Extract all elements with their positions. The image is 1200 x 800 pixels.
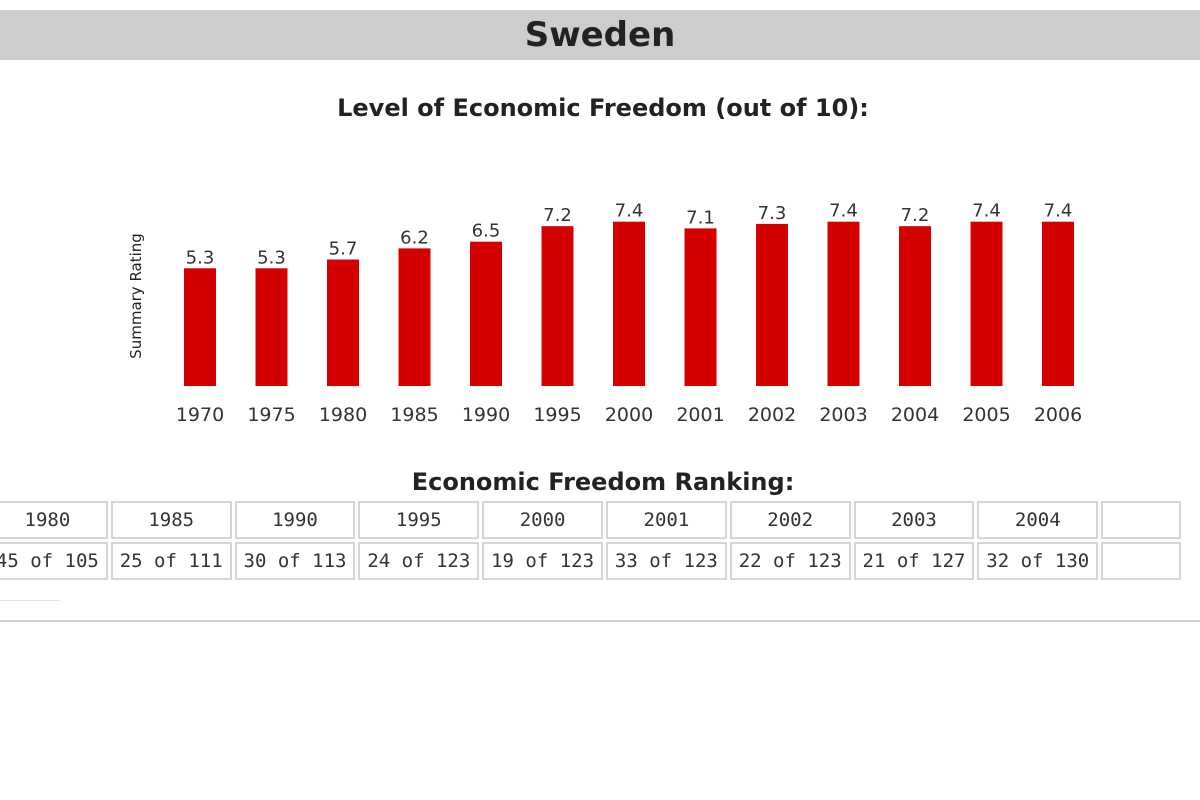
ranking-rank-cell: 21 of 127 — [853, 542, 975, 580]
bar — [470, 241, 502, 386]
bar — [1042, 221, 1074, 386]
ranking-rank-cell: 19 of 123 — [482, 542, 603, 580]
x-tick-label: 2003 — [819, 404, 867, 426]
bar-value-label: 7.2 — [901, 205, 930, 226]
x-tick-label: 1970 — [176, 404, 224, 426]
bar — [541, 226, 574, 386]
ranking-year-cell: 2001 — [605, 501, 727, 539]
bar-value-label: 7.4 — [615, 201, 644, 222]
bar-value-label: 7.1 — [686, 207, 715, 228]
x-tick-label: 2004 — [891, 404, 939, 426]
ranking-year-cell: 1980 — [0, 501, 108, 539]
bar — [827, 221, 860, 386]
x-tick-label: 1995 — [533, 404, 581, 426]
bar-value-label: 5.3 — [257, 247, 286, 268]
ranking-title: Economic Freedom Ranking: — [411, 468, 795, 496]
y-axis-label: Summary Rating — [127, 233, 145, 359]
bar-value-label: 6.2 — [400, 227, 429, 248]
x-tick-label: 1990 — [462, 404, 510, 426]
ranking-rank-row: 45 of 105 25 of 111 30 of 113 24 of 123 … — [0, 542, 1181, 580]
ranking-rank-cell: 24 of 123 — [358, 542, 480, 580]
x-tick-label: 2000 — [605, 404, 653, 426]
x-tick-label: 1980 — [319, 404, 367, 426]
bar-value-label: 7.2 — [543, 205, 572, 226]
ranking-rank-cell: 33 of 123 — [605, 542, 727, 580]
ranking-year-cell — [1101, 501, 1181, 539]
divider — [0, 600, 60, 601]
bar — [899, 226, 931, 386]
bar-value-label: 5.3 — [186, 247, 215, 268]
ranking-table-container: 1980 1985 1990 1995 2000 2001 2002 2003 … — [0, 498, 1200, 586]
ranking-year-cell: 1985 — [110, 501, 232, 539]
ranking-year-cell: 1990 — [234, 501, 356, 539]
x-tick-label: 2006 — [1034, 404, 1082, 426]
ranking-rank-cell: 45 of 105 — [0, 542, 108, 580]
bar — [970, 221, 1003, 386]
chart-title: Level of Economic Freedom (out of 10): — [337, 94, 869, 122]
ranking-rank-cell: 25 of 111 — [110, 542, 232, 580]
bar-value-label: 7.4 — [972, 201, 1001, 222]
bar — [613, 221, 645, 386]
ranking-rank-cell: 22 of 123 — [729, 542, 851, 580]
country-title: Sweden — [524, 15, 676, 55]
x-tick-label: 1975 — [247, 404, 295, 426]
bar — [756, 223, 788, 386]
divider — [0, 620, 1200, 622]
ranking-year-cell: 2000 — [482, 501, 603, 539]
bar-value-label: 7.3 — [758, 203, 787, 224]
x-tick-label: 2001 — [676, 404, 724, 426]
bar-value-label: 7.4 — [829, 201, 858, 222]
ranking-year-row: 1980 1985 1990 1995 2000 2001 2002 2003 … — [0, 501, 1181, 539]
ranking-year-cell: 2003 — [853, 501, 975, 539]
x-tick-label: 2005 — [962, 404, 1010, 426]
ranking-year-cell: 1995 — [358, 501, 480, 539]
ranking-year-cell: 2002 — [729, 501, 851, 539]
bar-value-label: 7.4 — [1044, 201, 1073, 222]
x-tick-label: 1985 — [390, 404, 438, 426]
bar — [327, 259, 359, 386]
x-tick-label: 2002 — [748, 404, 796, 426]
bar — [398, 248, 431, 386]
ranking-table: 1980 1985 1990 1995 2000 2001 2002 2003 … — [0, 498, 1184, 583]
bar-value-label: 6.5 — [472, 221, 501, 242]
ranking-year-cell: 2004 — [977, 501, 1099, 539]
ranking-rank-cell — [1101, 542, 1181, 580]
country-title-bar: Sweden — [0, 10, 1200, 60]
bar — [184, 268, 216, 386]
bar — [684, 228, 717, 386]
ranking-rank-cell: 30 of 113 — [234, 542, 356, 580]
ranking-rank-cell: 32 of 130 — [977, 542, 1099, 580]
bar-value-label: 5.7 — [329, 239, 358, 260]
bar — [255, 268, 288, 386]
